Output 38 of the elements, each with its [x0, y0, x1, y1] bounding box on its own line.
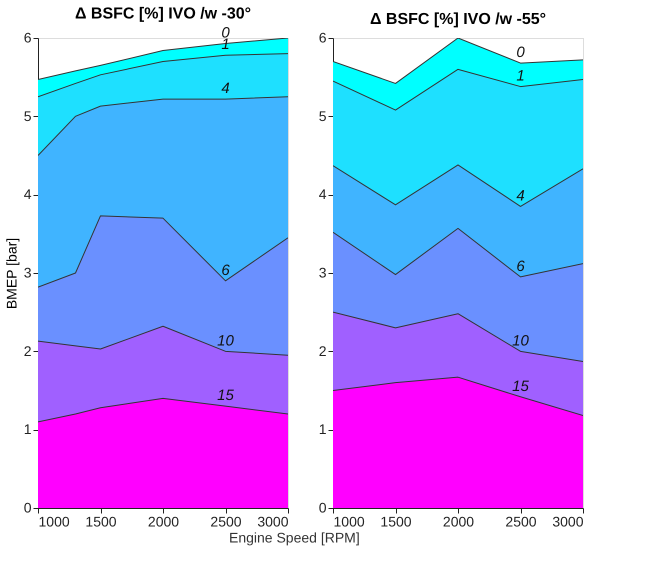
y-tick-label: 3	[318, 264, 327, 280]
series-label: 4	[221, 80, 230, 98]
series-label: 6	[221, 262, 230, 279]
y-tick-label: 1	[318, 421, 327, 438]
series-label: 10	[512, 332, 530, 350]
series-label: 4	[516, 187, 525, 204]
series-label: 6	[516, 258, 526, 275]
x-tick-label: 1500	[85, 514, 117, 530]
x-axis-title: Engine Speed [RPM]	[228, 530, 360, 546]
series-label: 1	[516, 68, 525, 85]
y-tick-label: 0	[24, 500, 32, 516]
y-tick-label: 6	[24, 30, 32, 46]
x-tick-label: 2500	[210, 514, 242, 530]
y-tick-label: 3	[24, 264, 32, 280]
x-tick-label: 2500	[505, 514, 537, 530]
y-tick-label: 5	[24, 108, 32, 124]
chart-title: Δ BSFC [%] IVO /w -30°	[74, 5, 252, 22]
y-tick-label: 2	[24, 342, 32, 359]
x-tick-label: 1000	[334, 514, 365, 530]
y-tick-label: 6	[318, 30, 327, 46]
y-tick-label: 1	[24, 421, 32, 438]
y-tick-label: 2	[318, 342, 327, 359]
y-tick-label: 4	[318, 186, 327, 202]
x-tick-label: 1000	[38, 514, 70, 530]
y-axis-title: BMEP [bar]	[4, 238, 20, 310]
y-tick-label: 4	[24, 186, 32, 202]
x-tick-label: 2000	[148, 514, 180, 530]
y-tick-label: 5	[318, 108, 327, 124]
x-tick-label: 3000	[552, 514, 584, 530]
x-tick-label: 2000	[442, 514, 474, 530]
x-tick-label: 3000	[257, 514, 289, 530]
chart-title: Δ BSFC [%] IVO /w -55°	[370, 11, 546, 28]
series-label: 15	[217, 387, 234, 404]
series-label: 10	[217, 332, 234, 350]
x-tick-label: 1500	[380, 514, 412, 530]
y-tick-label: 0	[318, 500, 327, 516]
series-label: 15	[512, 378, 530, 395]
series-label: 0	[516, 44, 526, 62]
